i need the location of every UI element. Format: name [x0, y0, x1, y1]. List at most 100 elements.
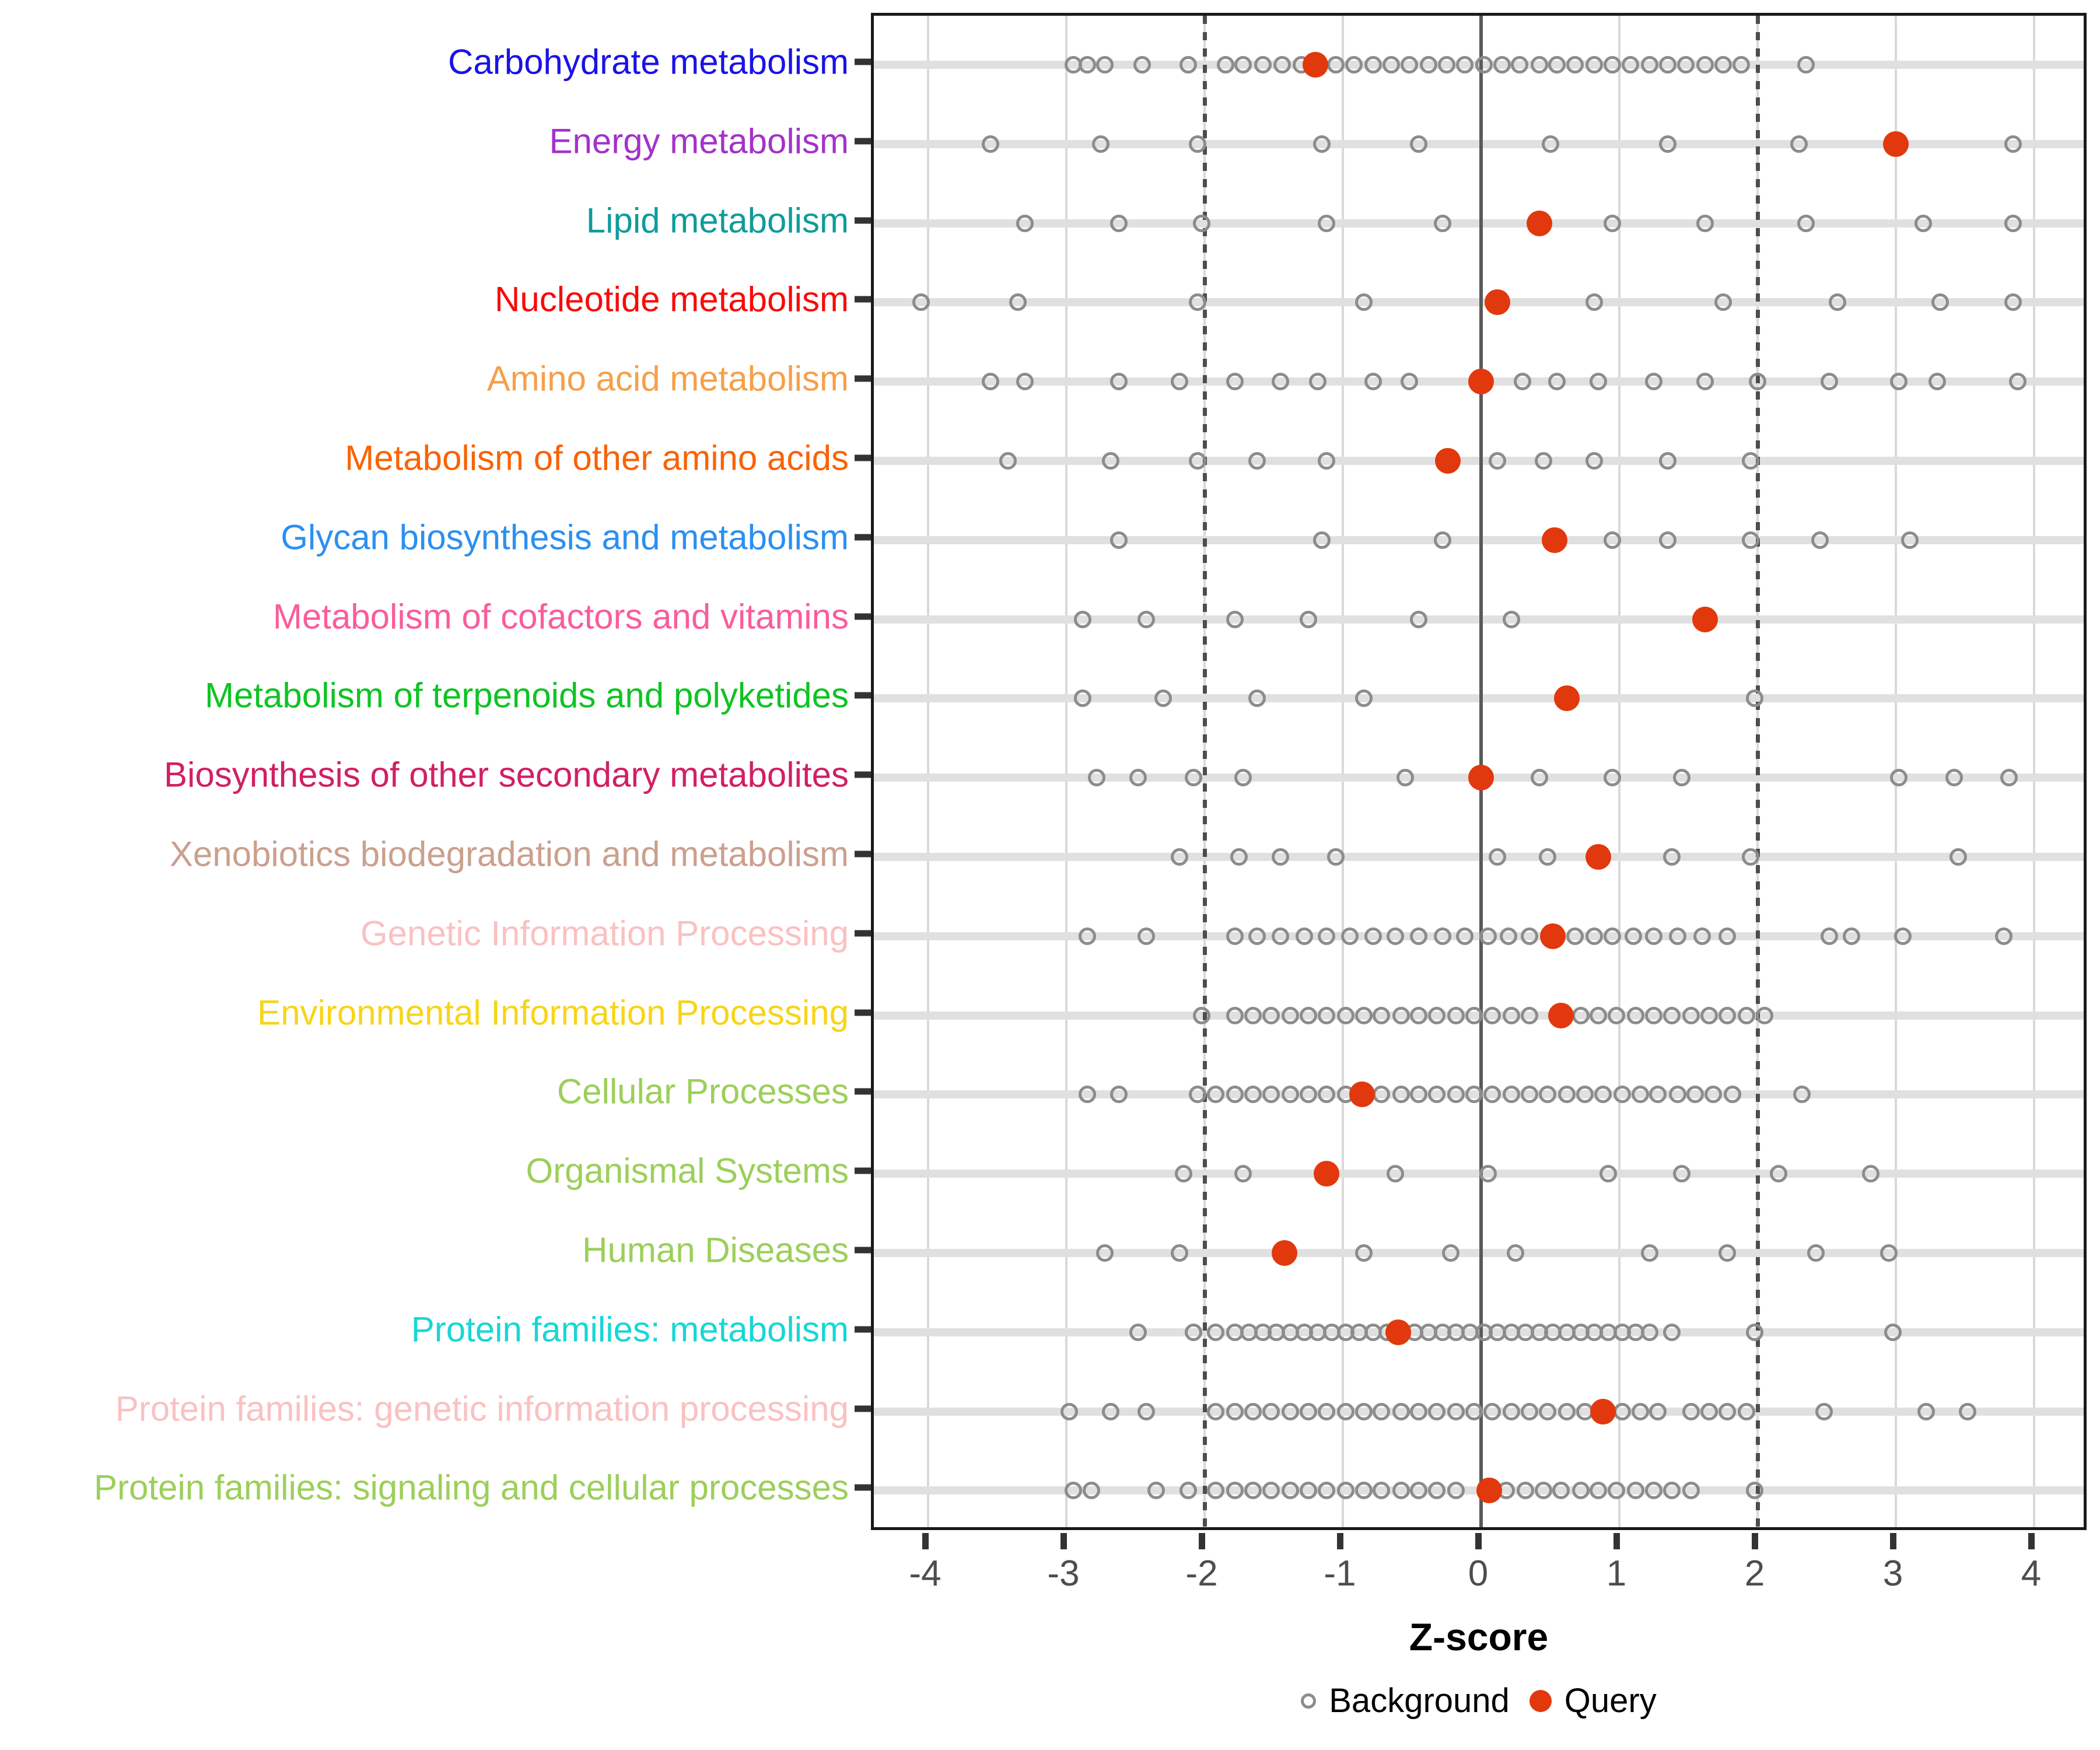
- query-point: [1485, 289, 1511, 316]
- background-point: [1742, 452, 1760, 470]
- background-point: [1317, 1006, 1335, 1024]
- background-point: [1880, 1244, 1898, 1262]
- background-point: [1530, 56, 1548, 74]
- background-point: [1428, 1482, 1446, 1500]
- background-point: [1373, 1482, 1391, 1500]
- y-axis-label: Metabolism of other amino acids: [345, 438, 849, 478]
- background-point: [1373, 1006, 1391, 1024]
- background-point: [1590, 1482, 1608, 1500]
- background-point: [1696, 373, 1714, 391]
- background-point: [1746, 1323, 1764, 1341]
- y-gridline: [874, 1170, 2084, 1178]
- y-axis-tick: [855, 1088, 871, 1095]
- query-point: [1586, 844, 1612, 870]
- y-axis-label: Glycan biosynthesis and metabolism: [281, 517, 849, 557]
- background-point: [1133, 56, 1152, 74]
- background-point: [1755, 1006, 1773, 1024]
- background-point: [1078, 56, 1096, 74]
- background-point: [1419, 56, 1437, 74]
- background-point: [1645, 1006, 1663, 1024]
- background-point: [1566, 56, 1584, 74]
- background-point: [1189, 452, 1207, 470]
- background-point: [1189, 293, 1207, 312]
- background-point: [1364, 373, 1382, 391]
- background-point: [1718, 927, 1736, 945]
- y-axis-tick: [855, 375, 871, 382]
- background-point: [1663, 1482, 1681, 1500]
- y-gridline: [874, 1249, 2084, 1257]
- background-point: [1327, 56, 1345, 74]
- background-point: [1945, 769, 1963, 787]
- reference-line-2: [1756, 16, 1760, 1527]
- x-axis-tick: [1752, 1533, 1758, 1549]
- background-point: [1193, 1006, 1211, 1024]
- background-point: [1273, 56, 1291, 74]
- query-point: [1468, 765, 1494, 791]
- x-axis-tick: [1060, 1533, 1067, 1549]
- background-point: [1147, 1482, 1166, 1500]
- background-point: [1500, 927, 1518, 945]
- background-point: [1641, 1244, 1659, 1262]
- background-point: [1248, 927, 1266, 945]
- background-point: [1746, 1482, 1764, 1500]
- query-point: [1385, 1319, 1411, 1345]
- background-point: [1354, 1006, 1373, 1024]
- background-point: [1641, 56, 1659, 74]
- background-point: [1336, 1482, 1354, 1500]
- y-axis-label: Protein families: genetic information pr…: [115, 1389, 849, 1429]
- background-point: [1714, 293, 1732, 312]
- background-point: [1696, 214, 1714, 232]
- background-point: [1479, 1165, 1497, 1183]
- background-point: [1299, 1482, 1317, 1500]
- background-point: [1959, 1402, 1977, 1420]
- background-point: [1682, 1006, 1700, 1024]
- background-point: [1206, 1086, 1224, 1104]
- background-point: [1179, 1482, 1197, 1500]
- background-point: [1088, 769, 1106, 787]
- background-point: [1373, 1086, 1391, 1104]
- background-point: [1541, 135, 1559, 153]
- filled-circle-icon: [1529, 1689, 1552, 1712]
- background-point: [1520, 1402, 1538, 1420]
- y-axis-label: Xenobiotics biodegradation and metabolis…: [169, 834, 849, 874]
- background-point: [1410, 610, 1428, 628]
- background-point: [1354, 1402, 1373, 1420]
- x-axis-tick-label: 2: [1744, 1553, 1765, 1594]
- background-point: [1262, 1006, 1280, 1024]
- background-point: [1600, 1165, 1618, 1183]
- x-axis-tick-label: 0: [1468, 1553, 1489, 1594]
- background-point: [1604, 214, 1622, 232]
- legend-item-query: Query: [1529, 1681, 1657, 1720]
- background-point: [1724, 1086, 1742, 1104]
- x-axis-tick: [1614, 1533, 1620, 1549]
- background-point: [1254, 56, 1272, 74]
- background-point: [1843, 927, 1861, 945]
- y-axis-label: Genetic Information Processing: [360, 914, 849, 953]
- background-point: [1538, 1086, 1556, 1104]
- background-point: [1154, 690, 1172, 708]
- background-point: [1658, 135, 1676, 153]
- background-point: [1738, 1006, 1756, 1024]
- background-point: [1811, 531, 1829, 549]
- y-axis-label: Environmental Information Processing: [257, 993, 849, 1032]
- background-point: [1604, 56, 1622, 74]
- background-point: [999, 452, 1017, 470]
- background-point: [1700, 1402, 1718, 1420]
- background-point: [1340, 927, 1359, 945]
- background-point: [1185, 1323, 1203, 1341]
- y-axis-tick: [855, 930, 871, 937]
- background-point: [1281, 1482, 1299, 1500]
- x-gridline: [927, 16, 929, 1527]
- x-axis-title: Z-score: [1409, 1615, 1549, 1658]
- query-point: [1349, 1082, 1376, 1108]
- background-point: [1206, 1402, 1224, 1420]
- background-point: [1447, 1086, 1465, 1104]
- x-axis-tick: [1475, 1533, 1482, 1549]
- y-axis-tick: [855, 1484, 871, 1491]
- background-point: [1234, 1165, 1252, 1183]
- background-point: [1230, 848, 1248, 866]
- background-point: [1262, 1482, 1280, 1500]
- background-point: [1185, 769, 1203, 787]
- x-axis-tick: [2028, 1533, 2035, 1549]
- background-point: [1489, 452, 1507, 470]
